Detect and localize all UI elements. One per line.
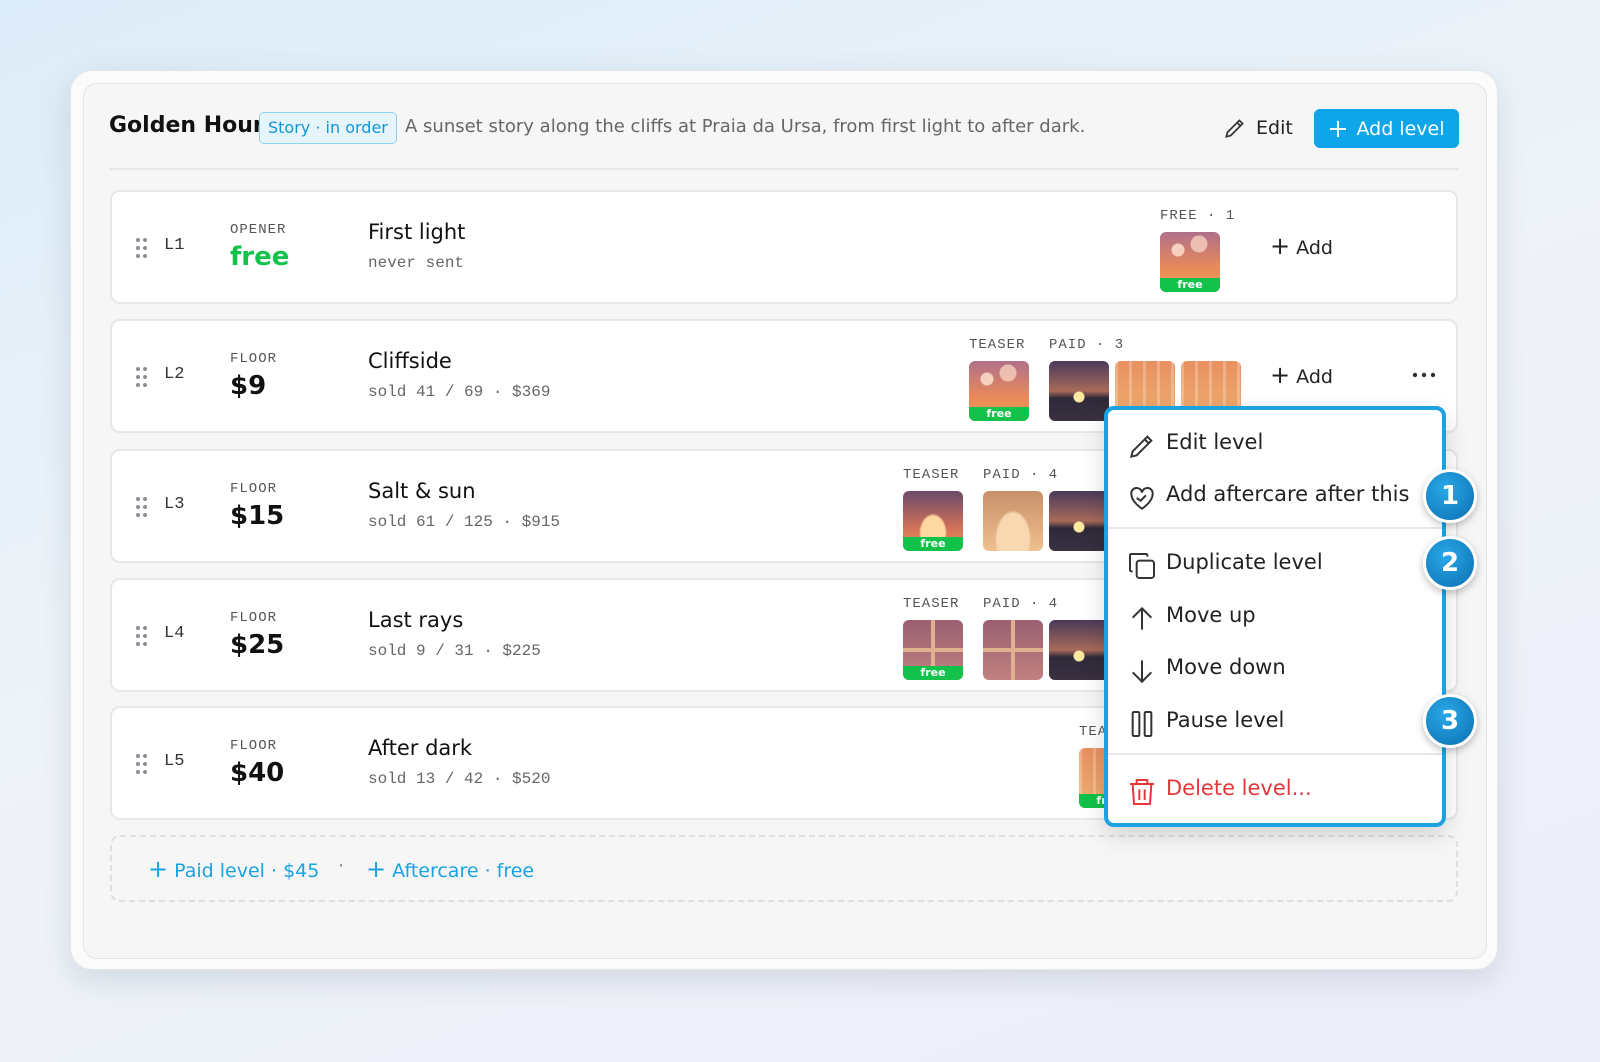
group-label: TEASER [903,596,960,612]
add-label: Add [1296,366,1333,388]
icon-edit [1129,435,1153,459]
group-label: TEASER [969,337,1026,353]
add-aftercare[interactable]: + Aftercare · free [366,855,535,883]
menu-item[interactable]: Edit level [1166,430,1264,454]
group-label: PAID · 4 [983,596,1059,612]
level-kind: FLOOR [230,481,278,497]
level-kind: FLOOR [230,610,278,626]
level-stats: sold 13 / 42 · $520 [368,770,551,788]
thumbnail[interactable] [983,620,1043,680]
level-price: $9 [230,371,267,401]
add-paid-level[interactable]: + Paid level · $45 [148,855,320,883]
drag-handle[interactable] [136,754,148,774]
level-id: L2 [164,365,185,384]
drag-handle[interactable] [136,497,148,517]
menu-separator [1108,527,1442,529]
level-kind: FLOOR [230,351,278,367]
free-badge: free [903,666,963,680]
description: A sunset story along the cliffs at Praia… [405,116,1086,137]
level-name: Cliffside [368,349,452,373]
icon-down [1131,660,1153,684]
callout: 2 [1423,536,1477,590]
menu-separator [1108,753,1442,755]
menu-item[interactable]: Move up [1166,603,1256,627]
menu-item[interactable]: Duplicate level [1166,550,1323,574]
free-badge: free [903,537,963,551]
level-stats: sold 61 / 125 · $915 [368,513,561,531]
free-badge: free [969,407,1029,421]
icon-delete [1130,779,1154,805]
edit-button[interactable]: Edit [1222,113,1293,143]
level-stats: sold 41 / 69 · $369 [368,383,551,401]
add-level-button[interactable]: Add level [1314,109,1459,148]
thumbnail[interactable]: free [969,361,1029,421]
callout: 3 [1423,694,1477,748]
icon-pause [1131,711,1153,737]
icon-up [1131,606,1153,630]
menu-item[interactable]: Move down [1166,655,1286,679]
add-level-label: Add level [1356,117,1445,140]
context-menu: Edit level Add aftercare after this Dupl… [1104,406,1446,827]
drag-handle[interactable] [136,367,148,387]
badge: Story · in order [259,112,397,144]
thumbnail[interactable]: free [903,620,963,680]
separator-dot: · [338,855,345,877]
level-price: $25 [230,630,285,660]
add-button[interactable]: + Add [1270,361,1333,389]
menu-item[interactable]: Add aftercare after this [1166,482,1410,506]
level-kind: OPENER [230,222,287,238]
thumbnail[interactable] [1049,361,1109,421]
level-id: L3 [164,495,185,514]
thumbnail[interactable]: free [1160,232,1220,292]
edit-label: Edit [1256,117,1293,139]
level-id: L1 [164,236,185,255]
level-id: L5 [164,752,185,771]
level-stats: sold 9 / 31 · $225 [368,642,541,660]
icon-aftercare [1130,486,1154,510]
level-name: After dark [368,736,473,760]
level-name: First light [368,220,466,244]
thumbnail[interactable] [983,491,1043,551]
level-kind: FLOOR [230,738,278,754]
menu-item[interactable]: Delete level... [1166,776,1312,800]
more-button[interactable] [1412,371,1436,379]
level-name: Salt & sun [368,479,476,503]
add-button[interactable]: + Add [1270,232,1333,260]
level-price: $40 [230,758,285,788]
thumbnail[interactable]: free [903,491,963,551]
edit-icon [1225,119,1244,138]
title: Golden Hour [109,113,264,138]
group-label: PAID · 4 [983,467,1059,483]
drag-handle[interactable] [136,626,148,646]
free-badge: free [1160,278,1220,292]
level-row[interactable]: L2 FLOOR $9 Cliffside sold 41 / 69 · $36… [110,319,1458,433]
level-name: Last rays [368,608,464,632]
thumbnail[interactable] [1049,620,1109,680]
level-row[interactable]: L1 OPENER free First light never sent FR… [110,190,1458,304]
add-aftercare-label: Aftercare · free [392,860,535,882]
level-stats: never sent [368,254,465,272]
divider [109,168,1459,170]
thumbnail[interactable] [1049,491,1109,551]
add-paid-label: Paid level · $45 [174,860,320,882]
drag-handle[interactable] [136,238,148,258]
add-label: Add [1296,237,1333,259]
group-label: FREE · 1 [1160,208,1236,224]
level-id: L4 [164,624,185,643]
level-price: free [230,242,290,272]
icon-duplicate [1129,553,1155,579]
level-price: $15 [230,501,285,531]
add-footer: + Paid level · $45 · + Aftercare · free [110,835,1458,902]
plus-icon [1330,120,1347,137]
group-label: TEASER [903,467,960,483]
menu-item[interactable]: Pause level [1166,708,1285,732]
group-label: PAID · 3 [1049,337,1125,353]
callout: 1 [1423,469,1477,523]
